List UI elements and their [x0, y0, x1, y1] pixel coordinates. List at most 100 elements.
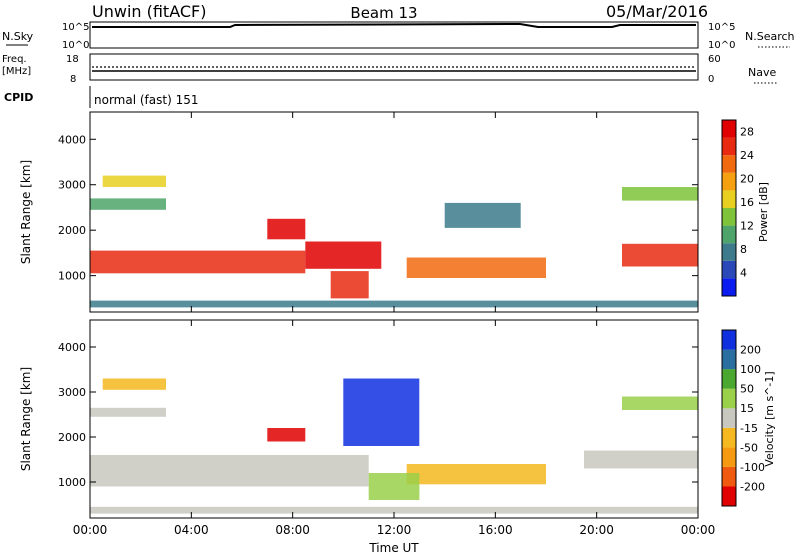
velocity-colorbar-swatch-1 [722, 466, 736, 487]
velocity-colorbar-label: Velocity [m s^-1] [763, 371, 776, 466]
velocity-xtick-label-6: 00:00 [681, 523, 716, 537]
time-axis-label: Time UT [368, 541, 419, 554]
freq-label: Freq. [2, 54, 27, 65]
power-region-10 [90, 300, 698, 308]
power-colorbar-tick-1: 8 [740, 243, 747, 256]
power-colorbar-tick-6: 28 [740, 126, 754, 139]
power-region-9 [622, 187, 698, 201]
power-colorbar-swatch-3 [722, 225, 736, 244]
power-colorbar-swatch-1 [722, 260, 736, 279]
power-region-1 [305, 241, 382, 269]
power-colorbar-swatch-5 [722, 190, 736, 208]
power-colorbar-swatch-4 [722, 208, 736, 226]
velocity-colorbar-swatch-3 [722, 427, 736, 448]
nsky-label: N.Sky [2, 30, 34, 43]
power-colorbar-swatch-2 [722, 243, 736, 261]
cpid-label: CPID [4, 91, 33, 104]
velocity-colorbar-swatch-7 [722, 349, 736, 370]
velocity-colorbar-tick-7: -200 [740, 480, 765, 493]
power-ytick-label-0: 1000 [58, 270, 86, 283]
freq-tick-low: 8 [70, 74, 76, 85]
nsky-trace [92, 22, 696, 28]
velocity-region-4 [343, 378, 420, 446]
velocity-panel: 00:00 04:00 08:00 12:00 16:00 20:00 00:00 1000 2… [19, 319, 776, 537]
power-colorbar-swatch-0 [722, 278, 736, 296]
nave-label: Nave [748, 66, 776, 79]
station-title: Unwin (fitACF) [92, 2, 206, 21]
noise-panel [89, 21, 699, 49]
velocity-ytick-label-2: 3000 [58, 386, 86, 399]
velocity-region-0 [90, 455, 369, 487]
power-colorbar-swatch-7 [722, 155, 736, 173]
velocity-colorbar-tick-0: 200 [740, 344, 761, 357]
velocity-region-9 [90, 506, 698, 514]
velocity-colorbar-tick-3: 15 [740, 402, 754, 415]
nave-tick-high: 60 [708, 54, 721, 65]
cpid-value: normal (fast) 151 [94, 93, 198, 107]
freq-panel [89, 53, 699, 81]
power-colorbar-tick-3: 16 [740, 196, 754, 209]
velocity-colorbar-swatch-2 [722, 447, 736, 467]
nsky-tick-high: 10^5 [62, 22, 89, 33]
velocity-colorbar-tick-5: -50 [740, 441, 758, 454]
power-region-7 [444, 202, 521, 228]
velocity-region-2 [102, 378, 166, 390]
velocity-colorbar-tick-6: -100 [740, 461, 765, 474]
power-colorbar-tick-2: 12 [740, 220, 754, 233]
velocity-xtick-label-3: 12:00 [377, 523, 412, 537]
velocity-region-5 [406, 464, 546, 485]
power-colorbar-label: Power [dB] [757, 182, 770, 242]
velocity-ytick-label-0: 1000 [58, 476, 86, 489]
velocity-colorbar-tick-1: 100 [740, 363, 761, 376]
power-ylabel: Slant Range [km] [19, 160, 33, 264]
power-region-8 [622, 243, 698, 267]
power-colorbar-frame [721, 119, 737, 297]
power-data-layer [90, 175, 698, 308]
power-colorbar-swatch-6 [722, 172, 736, 191]
beam-title: Beam 13 [350, 4, 417, 22]
velocity-ytick-label-3: 4000 [58, 341, 86, 354]
nsearch-label: N.Search [745, 30, 795, 43]
velocity-xtick-label-0: 00:00 [73, 523, 108, 537]
power-region-4 [267, 218, 306, 240]
power-colorbar-tick-5: 24 [740, 149, 754, 162]
velocity-ytick-label-1: 2000 [58, 431, 86, 444]
nsearch-tick-high: 10^5 [708, 22, 735, 33]
power-ytick-label-2: 3000 [58, 179, 86, 192]
nsearch-tick-low: 10^0 [708, 40, 735, 51]
velocity-region-8 [622, 396, 698, 410]
power-colorbar-swatch-8 [722, 137, 736, 156]
power-region-0 [90, 250, 306, 274]
velocity-xtick-label-1: 04:00 [174, 523, 209, 537]
power-axes: 1000 2000 3000 4000 [58, 112, 699, 312]
velocity-colorbar-tick-4: -15 [740, 422, 758, 435]
velocity-region-7 [584, 450, 698, 469]
velocity-colorbar-swatch-8 [722, 330, 736, 350]
freq-unit: [MHz] [2, 66, 31, 77]
power-plot-background [90, 112, 698, 312]
nave-tick-low: 0 [708, 74, 714, 85]
velocity-region-1 [90, 407, 166, 417]
velocity-xtick-label-4: 16:00 [478, 523, 513, 537]
velocity-colorbar-swatch-6 [722, 369, 736, 389]
velocity-xtick-label-2: 08:00 [275, 523, 310, 537]
velocity-region-3 [267, 428, 306, 442]
velocity-data-layer [90, 378, 698, 514]
power-region-6 [406, 257, 546, 278]
freq-tick-high: 18 [66, 54, 79, 65]
power-colorbar-tick-0: 4 [740, 267, 747, 280]
power-colorbar-tick-4: 20 [740, 173, 754, 186]
power-colorbar: 4 8 12 16 20 24 28 [721, 119, 754, 297]
power-ytick-label-1: 2000 [58, 224, 86, 237]
power-region-2 [90, 198, 166, 210]
nsky-tick-low: 10^0 [62, 40, 89, 51]
velocity-colorbar-frame [721, 329, 737, 507]
velocity-colorbar-swatch-0 [722, 486, 736, 506]
velocity-colorbar: 200 100 50 15 -15 -50 -100 -200 [721, 329, 765, 507]
date-title: 05/Mar/2016 [606, 2, 708, 21]
velocity-axes: 00:00 04:00 08:00 12:00 16:00 20:00 00:00 1000 2… [58, 320, 715, 537]
velocity-colorbar-swatch-5 [722, 388, 736, 409]
power-colorbar-swatch-9 [722, 120, 736, 138]
velocity-colorbar-swatch-4 [722, 408, 736, 428]
